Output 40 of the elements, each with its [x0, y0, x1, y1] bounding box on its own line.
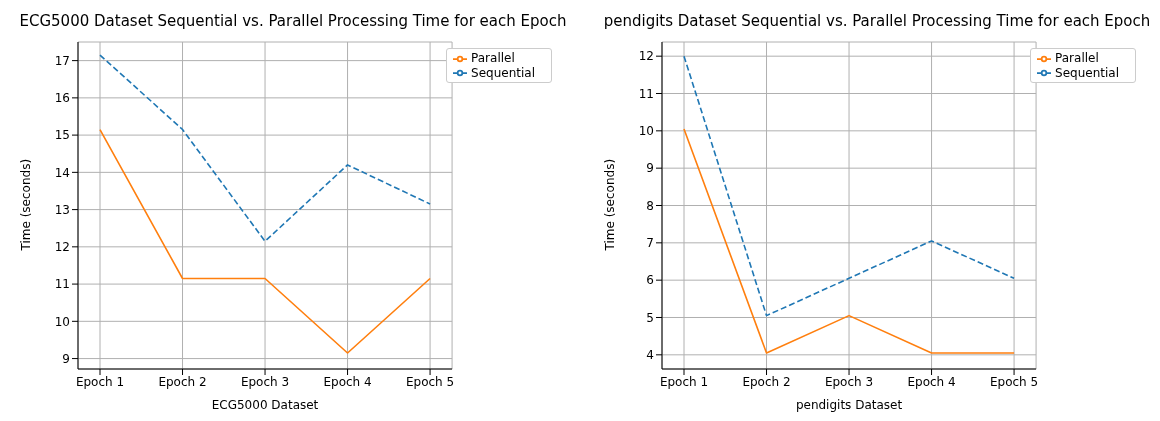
x-tick-label: Epoch 3: [240, 374, 290, 389]
y-tick-label: 16: [54, 91, 70, 106]
legend-label: Parallel: [1055, 51, 1099, 65]
chart-title: pendigits Dataset Sequential vs. Parallel Processing Time for each Epoch: [602, 11, 1152, 32]
y-tick-label: 5: [646, 310, 654, 325]
y-tick-label: 12: [638, 49, 654, 64]
x-tick-label: Epoch 2: [158, 374, 207, 389]
y-tick-label: 11: [54, 277, 70, 292]
y-tick-label: 6: [646, 273, 654, 288]
y-tick-label: 12: [54, 240, 70, 255]
y-tick-label: 17: [54, 53, 70, 68]
y-tick-label: 15: [54, 128, 70, 143]
y-tick-label: 10: [54, 314, 70, 329]
chart-title: ECG5000 Dataset Sequential vs. Parallel Processing Time for each Epoch: [18, 11, 568, 32]
legend-label: Parallel: [471, 51, 515, 65]
x-tick-label: Epoch 1: [659, 374, 709, 389]
legend-label: Sequential: [471, 65, 535, 80]
x-axis-title: pendigits Dataset: [795, 398, 903, 412]
line-series: [99, 54, 431, 243]
x-tick-label: Epoch 3: [824, 374, 874, 389]
x-tick-label: Epoch 5: [989, 374, 1039, 389]
line-series: [683, 55, 1015, 317]
y-tick-label: 4: [646, 348, 654, 363]
x-tick-label: Epoch 1: [75, 374, 125, 389]
y-tick-label: 8: [646, 198, 654, 213]
y-tick-label: 9: [646, 161, 654, 176]
x-tick-label: Epoch 2: [742, 374, 791, 389]
x-tick-label: Epoch 5: [405, 374, 455, 389]
y-axis-title: Time (seconds): [603, 158, 618, 252]
y-tick-label: 11: [638, 86, 654, 101]
y-axis-title: Time (seconds): [19, 158, 34, 252]
y-tick-label: 14: [54, 165, 70, 180]
x-axis-title: ECG5000 Dataset: [211, 398, 319, 412]
y-tick-label: 10: [638, 124, 654, 139]
x-tick-label: Epoch 4: [323, 374, 372, 389]
x-tick-label: Epoch 4: [907, 374, 956, 389]
legend-label: Sequential: [1055, 65, 1119, 80]
y-tick-label: 7: [646, 236, 654, 251]
y-tick-label: 13: [54, 202, 70, 217]
y-tick-label: 9: [62, 351, 70, 366]
